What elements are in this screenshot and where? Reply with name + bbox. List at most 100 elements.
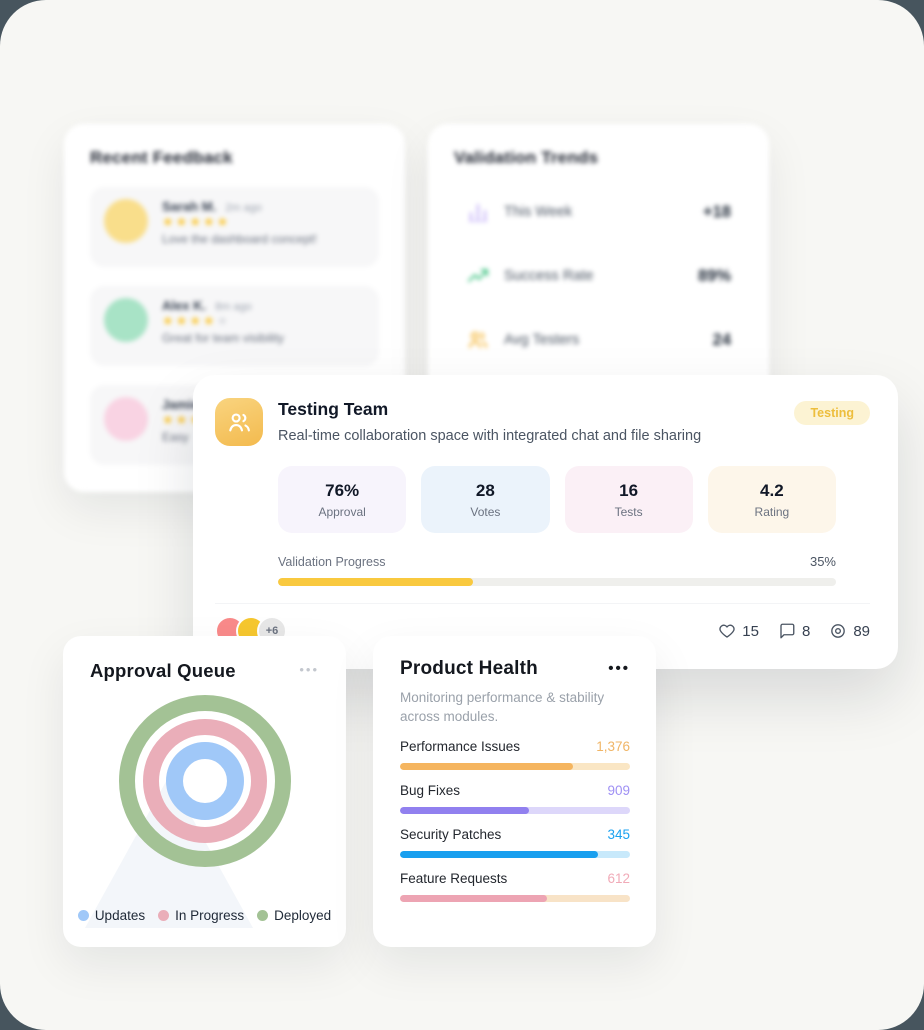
- stat-value: 76%: [325, 480, 360, 500]
- feedback-author: Jamie: [162, 397, 199, 412]
- feedback-author: Sarah M.: [162, 199, 217, 214]
- health-bar: [400, 895, 630, 903]
- product-health-card: Product Health ••• Monitoring performanc…: [373, 636, 656, 947]
- legend-dot: [77, 910, 89, 921]
- health-row: Feature Requests 612: [400, 871, 630, 903]
- product-health-title: Product Health: [400, 658, 538, 679]
- feedback-comment: Love the dashboard concept!: [162, 232, 317, 246]
- concentric-rings-chart: [119, 695, 291, 867]
- approval-queue-title: Approval Queue: [90, 660, 236, 681]
- approval-queue-card: Approval Queue ••• Updates In Progress D…: [63, 636, 346, 947]
- progress-value: 35%: [809, 554, 836, 569]
- legend-item: In Progress: [158, 908, 244, 923]
- health-label: Bug Fixes: [400, 783, 461, 799]
- legend-dot: [257, 910, 269, 921]
- feedback-comment: Great for team visibility: [162, 331, 285, 345]
- feedback-timestamp: 2m ago: [225, 202, 262, 214]
- stat-chip-approval: 76% Approval: [278, 466, 407, 533]
- health-row: Performance Issues 1,376: [400, 739, 630, 771]
- progress-bar: [278, 578, 836, 586]
- trend-row: This Week +18: [454, 180, 743, 244]
- avatar: [104, 298, 148, 342]
- likes-count: 15: [742, 622, 759, 640]
- trend-row: Success Rate 89%: [454, 244, 743, 308]
- comments-button[interactable]: 8: [778, 622, 810, 640]
- health-value: 1,376: [596, 739, 630, 755]
- validation-trends-title: Validation Trends: [454, 148, 599, 167]
- team-app-icon: [215, 398, 263, 446]
- health-row: Bug Fixes 909: [400, 783, 630, 815]
- stat-label: Approval: [318, 504, 366, 519]
- stat-label: Votes: [470, 504, 501, 519]
- avatar-stack: +6: [215, 616, 287, 646]
- feedback-item[interactable]: Sarah M. 2m ago ★★★★★ Love the dashboard…: [90, 187, 379, 267]
- legend-item: Deployed: [257, 908, 331, 923]
- feedback-comment: Easy: [162, 430, 189, 444]
- more-menu-button[interactable]: •••: [608, 660, 630, 677]
- stat-chip-rating: 4.2 Rating: [707, 466, 836, 533]
- stat-value: 4.2: [760, 480, 784, 500]
- progress-fill: [278, 578, 474, 586]
- trend-label: This Week: [504, 204, 573, 220]
- health-bar: [400, 807, 630, 815]
- ring-updates: [166, 742, 244, 820]
- views-count: 89: [853, 622, 870, 640]
- health-value: 909: [607, 783, 630, 799]
- star-rating: ★★★★★: [162, 214, 231, 229]
- trend-label: Success Rate: [504, 268, 594, 284]
- feedback-author: Alex K.: [162, 298, 207, 313]
- stat-value: 16: [619, 480, 639, 500]
- more-menu-button[interactable]: •••: [299, 662, 319, 677]
- health-label: Security Patches: [400, 827, 502, 843]
- chart-legend: Updates In Progress Deployed: [63, 908, 346, 923]
- trend-label: Avg Testers: [504, 332, 580, 348]
- ring-deployed: [119, 695, 291, 867]
- stat-chip-votes: 28 Votes: [421, 466, 550, 533]
- feedback-timestamp: 8m ago: [215, 301, 252, 313]
- bar-chart-icon: [466, 200, 490, 224]
- status-badge: Testing: [794, 401, 870, 425]
- users-icon: [466, 328, 490, 352]
- comments-count: 8: [801, 622, 811, 640]
- health-bar-fill: [400, 807, 529, 815]
- stat-chip-tests: 16 Tests: [564, 466, 693, 533]
- legend-item: Updates: [77, 908, 145, 923]
- trend-value: 24: [712, 330, 731, 349]
- health-label: Feature Requests: [400, 871, 508, 887]
- users-icon: [228, 412, 250, 431]
- star-rating: ★★★★★: [162, 313, 231, 328]
- health-bar: [400, 851, 630, 859]
- stat-value: 28: [475, 480, 495, 500]
- team-title: Testing Team: [278, 399, 389, 419]
- trend-value: +18: [703, 202, 731, 221]
- health-label: Performance Issues: [400, 739, 521, 755]
- eye-icon: [831, 624, 846, 638]
- health-bar-fill: [400, 763, 573, 771]
- heart-icon: [719, 624, 735, 638]
- views-indicator: 89: [829, 622, 870, 640]
- stat-label: Tests: [614, 504, 643, 519]
- ring-in-progress: [143, 719, 267, 843]
- avatar: [104, 397, 148, 441]
- stat-label: Rating: [754, 504, 790, 519]
- team-description: Real-time collaboration space with integ…: [278, 428, 702, 444]
- trend-row: Avg Testers 24: [454, 308, 743, 372]
- health-bar: [400, 763, 630, 771]
- feedback-item[interactable]: Alex K. 8m ago ★★★★★ Great for team visi…: [90, 286, 379, 366]
- legend-dot: [158, 910, 170, 921]
- progress-label: Validation Progress: [278, 555, 386, 569]
- health-bar-fill: [400, 895, 548, 903]
- legend-label: In Progress: [175, 908, 245, 923]
- product-health-subtitle: Monitoring performance & stability acros…: [400, 690, 605, 725]
- health-bar-fill: [400, 851, 598, 859]
- trending-up-icon: [466, 264, 490, 288]
- trend-value: 89%: [697, 266, 731, 285]
- health-value: 345: [607, 827, 630, 843]
- recent-feedback-card: Recent Feedback Sarah M. 2m ago ★★★★★ Lo…: [64, 124, 405, 492]
- health-row: Security Patches 345: [400, 827, 630, 859]
- likes-button[interactable]: 15: [718, 622, 759, 640]
- health-value: 612: [607, 871, 630, 887]
- legend-label: Deployed: [274, 908, 332, 923]
- avatar: [104, 199, 148, 243]
